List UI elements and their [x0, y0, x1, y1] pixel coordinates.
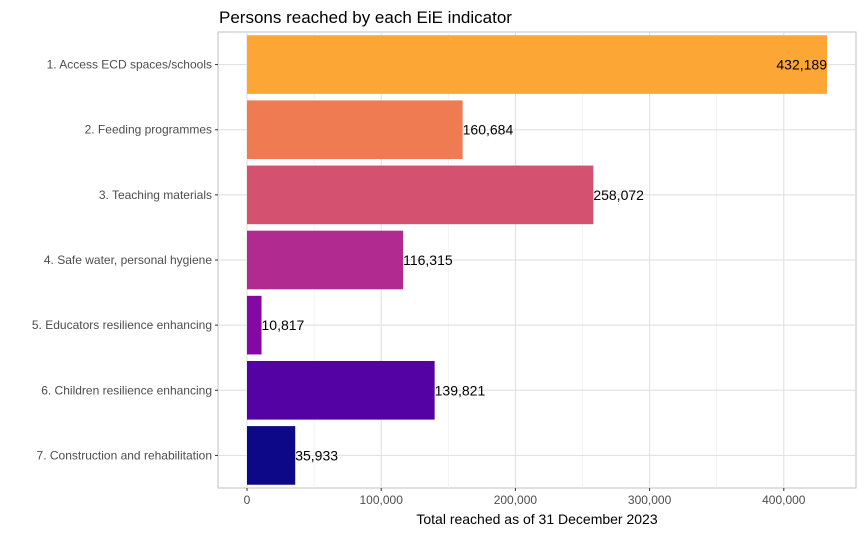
bars: 432,189 160,684 258,072 116,315 10,817 139,82… [247, 35, 827, 485]
data-label: 139,821 [435, 382, 486, 398]
bar [247, 35, 827, 94]
bar [247, 360, 435, 420]
bar [247, 230, 404, 290]
data-label: 10,817 [262, 317, 305, 333]
y-axis-tick-labels: 1. Access ECD spaces/schools 2. Feeding p… [32, 58, 218, 462]
data-label: 160,684 [463, 122, 514, 138]
y-tick-label: 2. Feeding programmes [85, 123, 212, 137]
x-axis-title: Total reached as of 31 December 2023 [416, 511, 657, 527]
y-tick-label: 6. Children resilience enhancing [41, 383, 212, 397]
data-label: 432,189 [776, 57, 827, 73]
data-label: 35,933 [295, 447, 338, 463]
y-tick-label: 4. Safe water, personal hygiene [44, 253, 212, 267]
x-axis-ticks: 0 100,000 200,000 300,000 400,000 [244, 488, 806, 507]
y-tick-label: 3. Teaching materials [99, 188, 212, 202]
chart-title: Persons reached by each EiE indicator [219, 8, 512, 27]
bar [247, 426, 296, 485]
bar [247, 165, 594, 225]
data-label: 258,072 [593, 187, 644, 203]
y-tick-label: 1. Access ECD spaces/schools [47, 58, 212, 72]
x-tick-label: 200,000 [494, 493, 538, 507]
x-tick-label: 0 [244, 493, 251, 507]
y-tick-label: 7. Construction and rehabilitation [37, 448, 212, 462]
bar [247, 295, 262, 355]
y-tick-label: 5. Educators resilience enhancing [32, 318, 212, 332]
x-tick-label: 300,000 [628, 493, 672, 507]
data-label: 116,315 [403, 252, 453, 268]
x-tick-label: 400,000 [762, 493, 806, 507]
bar [247, 100, 463, 160]
x-tick-label: 100,000 [360, 493, 404, 507]
